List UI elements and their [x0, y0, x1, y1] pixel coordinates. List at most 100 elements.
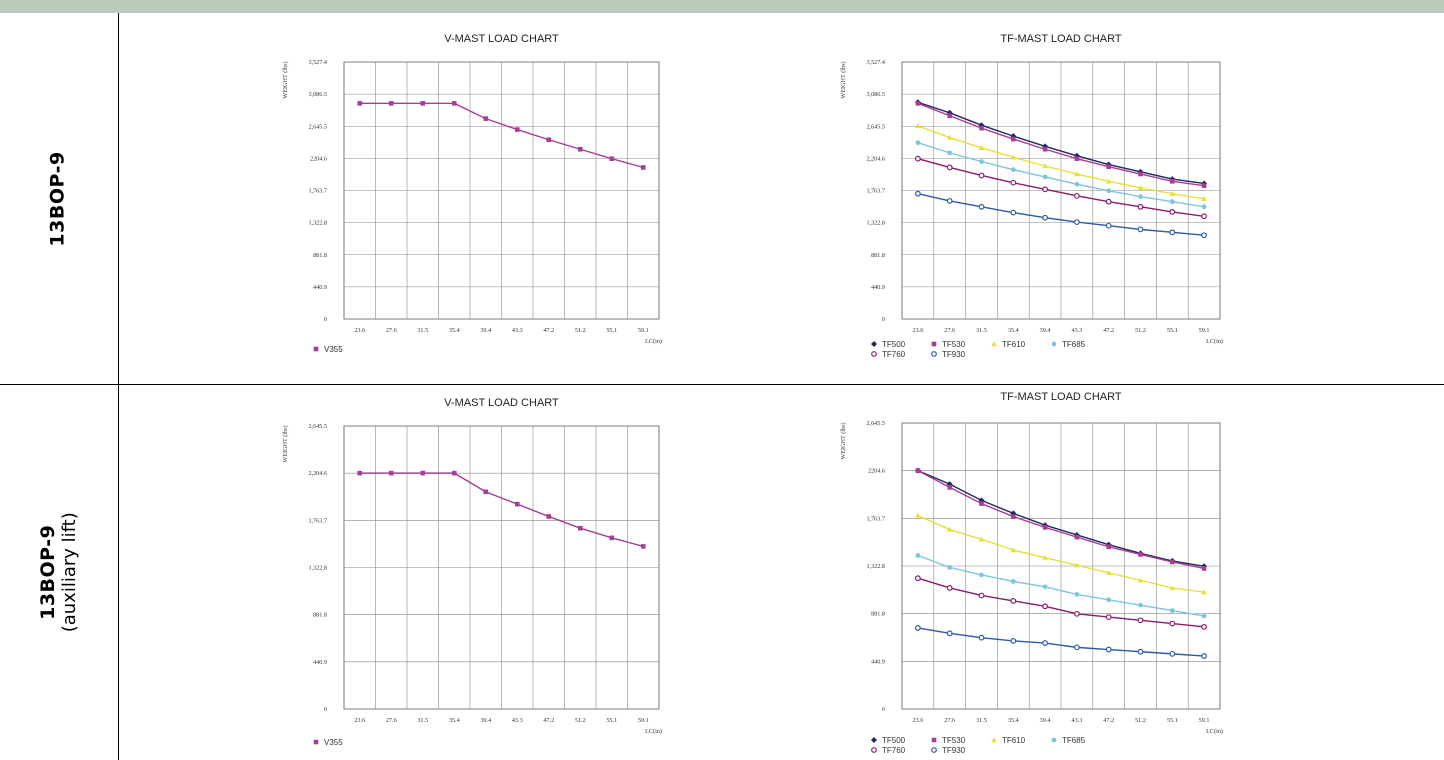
data-point — [978, 203, 985, 210]
legend-marker — [931, 747, 937, 753]
x-tick-label: 31.5 — [417, 327, 428, 334]
data-point — [1106, 544, 1111, 550]
v-mast-load-chart-2: V-MAST LOAD CHART 0 440.9 881.8 1,322.8 1,763… — [282, 397, 662, 747]
x-tick-label: 39.4 — [1040, 327, 1051, 334]
legend-item: TF760 — [871, 746, 906, 755]
data-point — [546, 514, 552, 519]
legend-marker — [991, 737, 997, 743]
header-bar — [0, 0, 1444, 13]
y-tick-label: 2,645.5 — [866, 420, 885, 427]
data-point — [609, 535, 615, 541]
x-tick-label: 47.2 — [1103, 327, 1114, 334]
y-tick-label: 2,645.5 — [866, 123, 885, 130]
x-tick-label: 31.5 — [976, 717, 987, 724]
data-point — [947, 564, 953, 570]
row-label-main: 13BOP-9 — [47, 150, 70, 247]
chart-title: TF-MAST LOAD CHART — [1000, 391, 1121, 403]
data-point — [915, 512, 921, 518]
y-tick-label: 3,086.5 — [308, 91, 327, 98]
data-point — [1042, 186, 1049, 193]
series-tf530 — [915, 101, 1207, 188]
x-tick-label: 35.4 — [1008, 327, 1019, 334]
legend-marker — [871, 341, 877, 347]
data-point — [577, 146, 583, 152]
legend-label: TF930 — [942, 350, 966, 359]
y-axis-label: WEIGHT (lbs) — [282, 61, 289, 98]
legend-item: TF760 — [871, 350, 906, 359]
legend-item: V355 — [313, 345, 343, 354]
x-tick-label: 39.4 — [1040, 717, 1051, 724]
data-point — [1042, 554, 1048, 560]
row-divider — [0, 384, 1444, 385]
legend-label: TF610 — [1002, 340, 1026, 349]
data-point — [1042, 640, 1049, 646]
series-tf760 — [914, 575, 1208, 630]
legend-item: TF930 — [931, 746, 966, 755]
data-point — [1042, 214, 1049, 221]
legend-marker — [871, 747, 877, 753]
y-tick-label: 440.9 — [871, 658, 885, 665]
data-point — [546, 137, 552, 143]
x-tick-label: 51.2 — [575, 327, 586, 334]
series-tf685 — [915, 140, 1207, 210]
data-point — [1201, 613, 1207, 619]
series-line — [917, 554, 1205, 617]
x-tick-label: 43.3 — [1071, 717, 1082, 724]
data-point — [979, 159, 984, 165]
series-line — [359, 472, 644, 548]
chart-title: V-MAST LOAD CHART — [444, 397, 559, 409]
y-axis-label: WEIGHT (lbs) — [840, 61, 847, 98]
legend-label: TF500 — [882, 736, 906, 745]
v-mast-load-chart-1: V-MAST LOAD CHART 0 440.9 881.8 1,322.8 1,763… — [282, 33, 662, 354]
data-point — [1010, 597, 1017, 604]
y-tick-label: 881.8 — [313, 252, 327, 259]
chart-title: V-MAST LOAD CHART — [444, 33, 559, 45]
data-point — [1010, 209, 1017, 216]
x-tick-label: 23.6 — [912, 327, 923, 334]
legend-marker — [313, 346, 319, 352]
data-point — [1105, 646, 1112, 653]
data-point — [640, 165, 646, 170]
data-point — [1138, 602, 1143, 608]
x-tick-label: 43.3 — [1071, 327, 1082, 334]
data-point — [1201, 653, 1208, 659]
data-point — [1074, 171, 1080, 177]
data-point — [1074, 534, 1080, 540]
grid-lines — [344, 61, 659, 320]
data-point — [1010, 579, 1016, 584]
data-point — [1106, 597, 1112, 603]
y-tick-label: 2,204.6 — [308, 470, 327, 477]
x-axis-label: LC(in) — [1206, 338, 1223, 345]
x-tick-label: 31.5 — [976, 327, 987, 334]
data-point — [1074, 610, 1080, 617]
data-point — [1169, 208, 1176, 215]
data-point — [1010, 179, 1017, 186]
data-point — [1137, 577, 1144, 583]
data-point — [420, 101, 426, 106]
y-tick-label: 1,322.8 — [866, 220, 885, 227]
row-label-13bop-9: 13BOP-9 — [0, 13, 118, 384]
y-tick-label: 1,763.7 — [308, 188, 327, 195]
data-point — [1137, 617, 1144, 624]
data-point — [1010, 167, 1016, 173]
column-divider — [118, 13, 119, 760]
data-point — [1138, 552, 1143, 557]
data-point — [914, 155, 921, 162]
data-point — [1170, 178, 1175, 184]
series-tf930 — [914, 190, 1208, 239]
legend: TF500 TF530 TF610 TF685 TF760 TF930 — [871, 736, 1086, 755]
x-tick-label: 59.1 — [638, 327, 649, 334]
data-point — [1169, 585, 1176, 591]
data-point — [1201, 213, 1208, 220]
legend-marker — [931, 341, 937, 347]
data-point — [1201, 195, 1207, 201]
legend-label: TF530 — [942, 736, 966, 745]
data-point — [979, 125, 984, 131]
legend-item: TF930 — [931, 350, 966, 359]
series-line — [917, 158, 1205, 217]
series-line — [917, 193, 1205, 236]
legend: TF500 TF530 TF610 TF685 TF760 TF930 — [871, 340, 1086, 359]
x-tick-label: 39.4 — [480, 717, 491, 724]
data-point — [915, 553, 921, 558]
y-tick-label: 2,645.5 — [308, 423, 327, 430]
